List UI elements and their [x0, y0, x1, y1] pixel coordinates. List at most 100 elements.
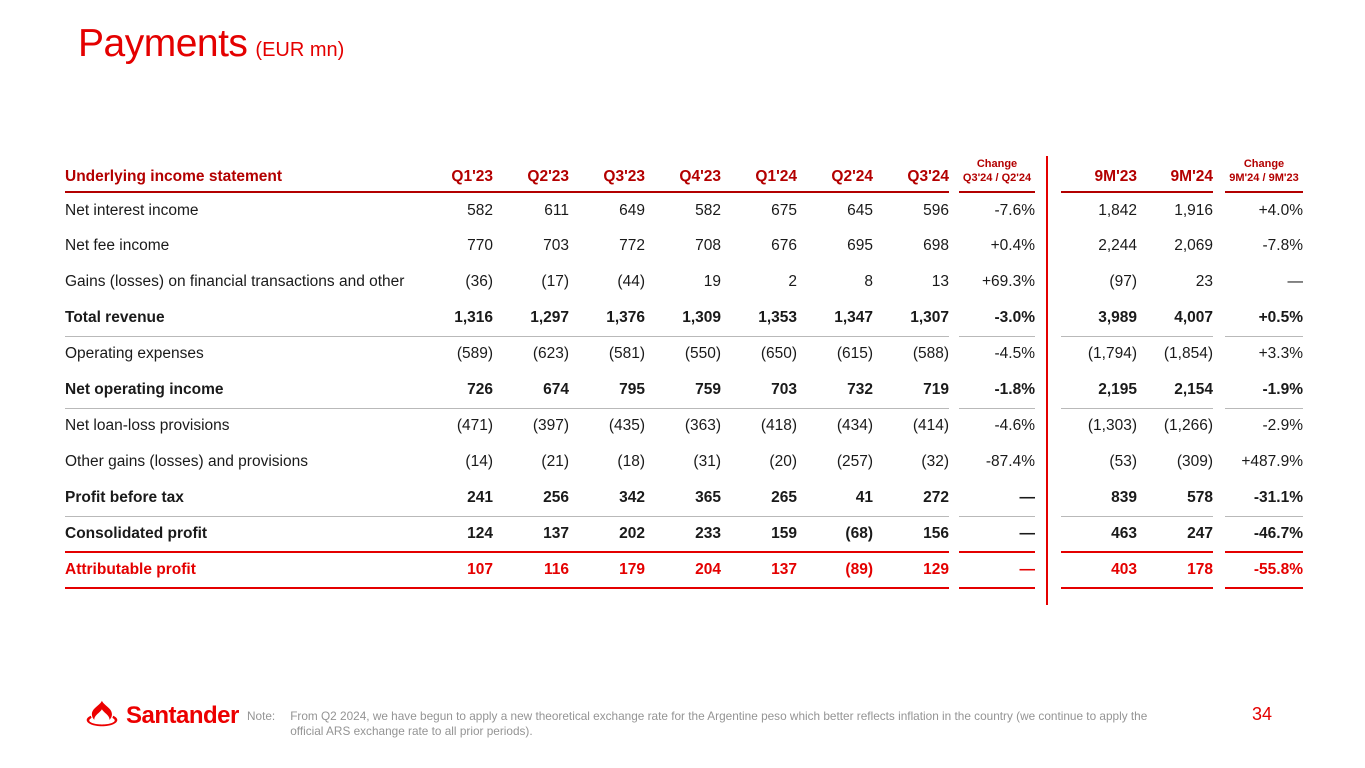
- table-header-row: Underlying income statement Q1'23 Q2'23 Q3'…: [65, 158, 1303, 193]
- cell-Q4'23: 233: [645, 516, 721, 553]
- divider-spacer: [1035, 300, 1061, 336]
- cell-9M'24: 2,154: [1137, 372, 1213, 409]
- page-title-unit: (EUR mn): [255, 39, 345, 61]
- table-vertical-divider: [1046, 156, 1048, 605]
- cell-change-qoq: —: [959, 552, 1035, 589]
- cell-Q3'24: (414): [912, 417, 949, 435]
- cell-change-yoy: +487.9%: [1241, 453, 1303, 470]
- table-row: Other gains (losses) and provisions (14) (…: [65, 444, 1303, 480]
- footnote-text: From Q2 2024, we have begun to apply a n…: [290, 709, 1148, 738]
- divider-spacer: [1035, 192, 1061, 228]
- spacer: [1213, 444, 1225, 480]
- cell-Q3'24: 272: [873, 480, 949, 517]
- cell-Q1'23: 241: [417, 480, 493, 517]
- cell-Q4'23: 365: [645, 480, 721, 517]
- header-period-9M'23: 9M'23: [1061, 158, 1137, 193]
- cell-change-qoq: -3.0%: [959, 300, 1035, 337]
- header-spacer: [1213, 158, 1225, 192]
- cell-Q3'24: 13: [931, 273, 949, 290]
- spacer: [1213, 300, 1225, 336]
- spacer: [1213, 480, 1225, 516]
- page-title: Payments (EUR mn): [78, 22, 344, 66]
- spacer: [949, 480, 959, 516]
- header-change-yoy: Change 9M'24 / 9M'23: [1225, 158, 1303, 193]
- table-row: Net loan-loss provisions (471) (397) (435) (…: [65, 408, 1303, 444]
- cell-Q1'23: 582: [467, 201, 493, 219]
- divider-spacer: [1035, 408, 1061, 444]
- table-row: Total revenue 1,316 1,297 1,376 1,309 1,353 1,…: [65, 300, 1303, 337]
- cell-9M'23: 1,842: [1098, 201, 1137, 219]
- cell-Q2'24: 1,347: [797, 300, 873, 337]
- cell-Q2'23: 1,297: [493, 300, 569, 337]
- row-label: Net operating income: [65, 372, 417, 409]
- cell-9M'24: (1,266): [1163, 417, 1213, 435]
- row-label: Net interest income: [65, 201, 199, 219]
- header-quarter-Q2'24: Q2'24: [797, 158, 873, 193]
- cell-Q1'24: 137: [721, 552, 797, 589]
- page-title-text: Payments: [78, 22, 248, 65]
- cell-Q2'23: (397): [532, 417, 569, 435]
- cell-Q4'23: 759: [645, 372, 721, 409]
- cell-Q1'24: 675: [771, 201, 797, 219]
- cell-change-yoy: -1.9%: [1225, 372, 1303, 409]
- cell-9M'24: 2,069: [1174, 237, 1213, 254]
- cell-Q1'23: (471): [456, 417, 493, 435]
- cell-Q1'24: 265: [721, 480, 797, 517]
- divider-spacer: [1035, 480, 1061, 516]
- cell-9M'23: 3,989: [1061, 300, 1137, 337]
- table-row: Operating expenses (589) (623) (581) (550) (6…: [65, 336, 1303, 372]
- cell-Q3'24: 129: [873, 552, 949, 589]
- cell-change-yoy: +4.0%: [1258, 201, 1303, 219]
- header-divider-spacer: [1035, 158, 1061, 192]
- table-row: Profit before tax 241 256 342 365 265 41 272 — 83…: [65, 480, 1303, 517]
- cell-Q1'23: 1,316: [417, 300, 493, 337]
- cell-Q3'24: (588): [912, 345, 949, 363]
- cell-Q2'23: 137: [493, 516, 569, 553]
- spacer: [949, 192, 959, 228]
- spacer: [1213, 408, 1225, 444]
- cell-Q1'23: 770: [467, 237, 493, 254]
- row-label: Consolidated profit: [65, 516, 417, 553]
- header-period-9M'24: 9M'24: [1137, 158, 1213, 193]
- row-label: Net fee income: [65, 237, 170, 254]
- divider-spacer: [1035, 444, 1061, 480]
- cell-Q3'23: 179: [569, 552, 645, 589]
- cell-Q4'23: 1,309: [645, 300, 721, 337]
- cell-Q3'23: (435): [608, 417, 645, 435]
- cell-change-qoq: -7.6%: [994, 201, 1036, 219]
- header-quarter-Q3'23: Q3'23: [569, 158, 645, 193]
- cell-change-yoy: +3.3%: [1258, 345, 1303, 363]
- cell-change-yoy: -7.8%: [1262, 237, 1304, 254]
- cell-Q3'23: 1,376: [569, 300, 645, 337]
- cell-Q3'23: (581): [608, 345, 645, 363]
- spacer: [949, 552, 959, 588]
- cell-Q1'24: 676: [771, 237, 797, 254]
- cell-Q1'23: 107: [417, 552, 493, 589]
- cell-Q2'24: 695: [847, 237, 873, 254]
- spacer: [1213, 372, 1225, 408]
- cell-Q2'23: (17): [541, 273, 569, 290]
- cell-Q3'24: 719: [873, 372, 949, 409]
- spacer: [1213, 336, 1225, 372]
- cell-Q3'23: (44): [617, 273, 645, 290]
- cell-Q1'23: (36): [465, 273, 493, 290]
- spacer: [949, 408, 959, 444]
- santander-logo-wordmark: Santander: [126, 702, 239, 729]
- income-statement-table-wrap: Underlying income statement Q1'23 Q2'23 Q3'…: [65, 156, 1304, 605]
- footnote-label: Note:: [247, 709, 276, 723]
- cell-Q2'24: (615): [836, 345, 873, 363]
- cell-Q2'24: 8: [864, 273, 873, 290]
- cell-Q2'23: 674: [493, 372, 569, 409]
- header-change-qoq: Change Q3'24 / Q2'24: [959, 158, 1035, 193]
- cell-Q2'24: 645: [847, 201, 873, 219]
- cell-change-qoq: +69.3%: [981, 273, 1035, 290]
- cell-9M'24: (309): [1176, 453, 1213, 470]
- header-change-qoq-periods: Q3'24 / Q2'24: [962, 172, 1032, 184]
- cell-change-yoy: +0.5%: [1225, 300, 1303, 337]
- divider-spacer: [1035, 264, 1061, 300]
- table-row: Gains (losses) on financial transactions…: [65, 264, 1303, 300]
- cell-Q4'23: 708: [695, 237, 721, 254]
- cell-9M'23: 403: [1061, 552, 1137, 589]
- spacer: [949, 336, 959, 372]
- cell-Q4'23: (550): [684, 345, 721, 363]
